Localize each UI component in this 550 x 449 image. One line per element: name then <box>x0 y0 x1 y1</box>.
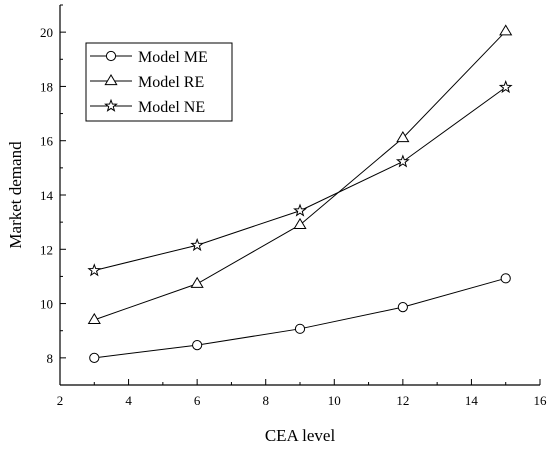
x-tick-label: 8 <box>262 393 269 408</box>
y-tick-label: 20 <box>40 25 53 40</box>
y-tick-label: 12 <box>40 242 53 257</box>
legend: Model ME Model RE Model NE <box>85 42 233 122</box>
legend-star-marker <box>104 98 118 112</box>
legend-triangle-marker <box>104 74 118 86</box>
circle-marker <box>500 273 511 284</box>
star-marker <box>498 79 513 94</box>
series-line <box>94 277 506 359</box>
x-ticks: 2 4 6 8 10 12 14 16 <box>57 379 547 408</box>
triangle-marker <box>190 276 204 288</box>
series-triangle <box>87 24 513 324</box>
y-tick-label: 8 <box>47 351 54 366</box>
y-tick-label: 14 <box>40 188 54 203</box>
x-tick-label: 6 <box>194 393 201 408</box>
legend-label: Model RE <box>138 74 204 91</box>
star-marker <box>293 203 307 217</box>
circle-marker <box>192 340 203 351</box>
series-layer <box>87 24 513 363</box>
y-tick-label: 18 <box>40 79 53 94</box>
x-tick-label: 16 <box>534 393 548 408</box>
series-circle <box>89 273 511 363</box>
star-marker <box>190 237 205 252</box>
y-axis-label: Market demand <box>6 141 25 249</box>
star-marker <box>87 263 102 277</box>
y-tick-label: 16 <box>40 134 54 149</box>
circle-marker <box>397 302 408 313</box>
x-tick-label: 14 <box>465 393 479 408</box>
legend-item: Model ME <box>90 49 208 66</box>
axes: 2 4 6 8 10 12 14 16 8 10 12 14 16 18 20 <box>40 4 547 408</box>
legend-item: Model RE <box>90 74 204 91</box>
legend-label: Model NE <box>138 99 205 116</box>
y-tick-label: 10 <box>40 297 53 312</box>
x-tick-label: 4 <box>125 393 132 408</box>
x-tick-label: 10 <box>328 393 341 408</box>
triangle-marker <box>87 312 101 324</box>
legend-label: Model ME <box>138 49 208 66</box>
triangle-marker <box>499 24 513 36</box>
circle-marker <box>294 323 306 334</box>
x-axis-label: CEA level <box>265 426 336 445</box>
x-tick-label: 2 <box>57 393 64 408</box>
x-tick-label: 12 <box>396 393 409 408</box>
triangle-marker <box>396 131 410 143</box>
series-star <box>87 79 513 277</box>
y-ticks: 8 10 12 14 16 18 20 <box>40 4 66 386</box>
legend-circle-marker <box>105 50 117 62</box>
circle-marker <box>89 352 100 363</box>
legend-item: Model NE <box>90 98 205 116</box>
star-marker <box>395 154 410 168</box>
triangle-marker <box>293 217 307 229</box>
